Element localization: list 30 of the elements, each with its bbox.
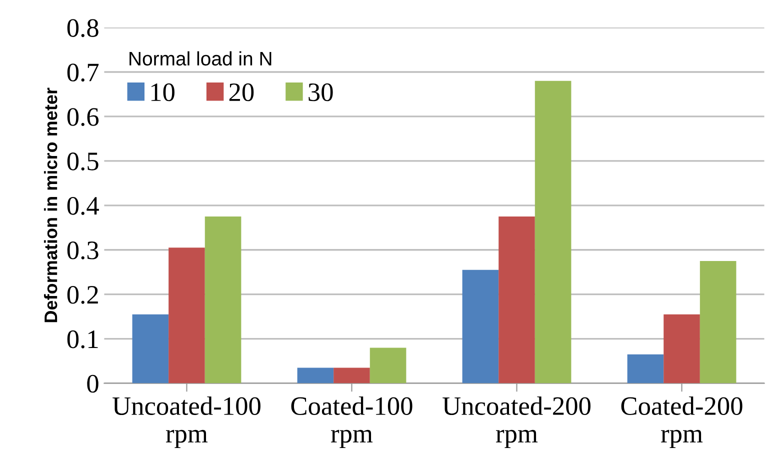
y-tick-label: 0.2 [67,286,98,304]
bar [700,260,736,384]
x-tick-label: Uncoated-100 rpm [112,396,260,448]
bar [534,80,572,384]
y-tick-label: 0.8 [67,19,98,38]
y-tick-label: 0 [87,374,98,393]
legend-label: 30 [308,83,333,102]
x-tick-label: Coated-100 rpm [291,396,412,448]
bar [204,216,242,384]
bar [132,314,169,384]
y-axis-title: Deformation in micro meter [44,88,58,322]
y-tick-label: 0.3 [67,241,98,260]
legend-label: 10 [151,83,174,102]
y-tick-label: 0.1 [67,330,98,348]
y-tick-label: 0.7 [67,64,99,82]
bar [627,354,664,384]
legend-title: Normal load in N [130,51,272,66]
y-tick-label: 0.4 [67,197,99,215]
bar [297,368,334,384]
x-tick-label: Coated-200 rpm [621,396,742,448]
bar [168,248,205,384]
legend-label: 20 [229,83,254,102]
y-tick-label: 0.5 [67,152,98,170]
bar [334,368,370,384]
y-tick-label: 0.6 [67,108,99,126]
x-tick-label: Uncoated-200 rpm [442,396,590,448]
bar [498,216,535,384]
bar [462,270,499,384]
bar [370,348,406,384]
bar [664,314,700,384]
